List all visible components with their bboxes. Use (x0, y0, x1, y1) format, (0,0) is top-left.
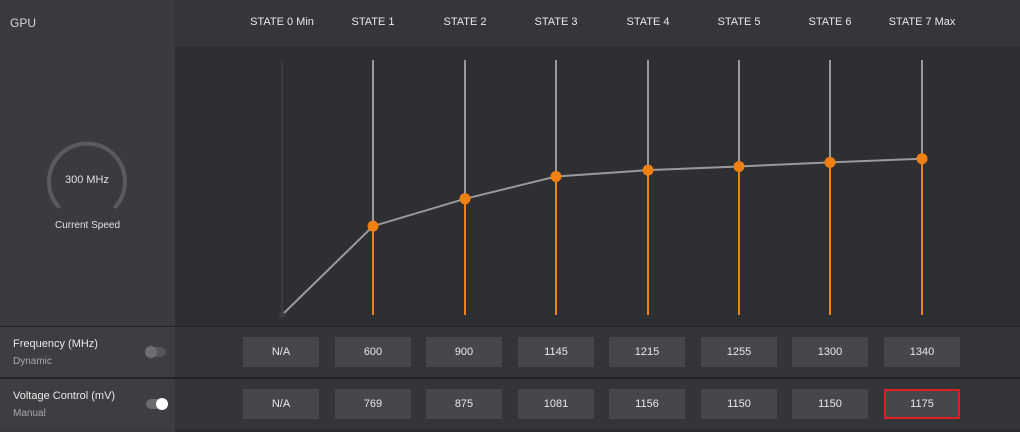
frequency-row: Frequency (MHz) Dynamic N/A 600 900 1145… (0, 327, 1020, 377)
state-5-handle[interactable] (733, 160, 745, 172)
state-2-handle[interactable] (459, 193, 471, 205)
state-7-handle[interactable] (916, 153, 928, 165)
voltage-state-5[interactable]: 1150 (701, 389, 777, 419)
voltage-state-1[interactable]: 769 (335, 389, 411, 419)
frequency-mode-toggle[interactable] (145, 346, 166, 358)
state-3-handle[interactable] (550, 170, 562, 182)
state-4-handle[interactable] (642, 164, 654, 176)
state-header-4: STATE 4 (626, 16, 670, 28)
frequency-row-header: Frequency (MHz) Dynamic (0, 327, 175, 377)
frequency-state-2[interactable]: 900 (426, 337, 502, 367)
voltage-state-2[interactable]: 875 (426, 389, 502, 419)
current-speed-value: 300 MHz (64, 174, 110, 186)
voltage-mode-toggle[interactable] (146, 398, 168, 410)
frequency-mode: Dynamic (13, 356, 52, 367)
state-graph-area (175, 47, 1020, 327)
frequency-state-3[interactable]: 1145 (518, 337, 594, 367)
voltage-state-6[interactable]: 1150 (792, 389, 868, 419)
state-1-handle[interactable] (367, 220, 379, 232)
row-divider (0, 326, 1020, 327)
gpu-label: GPU (10, 16, 37, 30)
frequency-state-4[interactable]: 1215 (609, 337, 685, 367)
gauge-ring (47, 141, 127, 209)
state-header-1: STATE 1 (351, 16, 395, 28)
state-6-handle[interactable] (824, 156, 836, 168)
frequency-state-5[interactable]: 1255 (701, 337, 777, 367)
voltage-state-4[interactable]: 1156 (609, 389, 685, 419)
state-header-3: STATE 3 (534, 16, 578, 28)
frequency-state-1[interactable]: 600 (335, 337, 411, 367)
toggle-knob (145, 346, 157, 358)
row-divider (0, 377, 1020, 379)
state-header-5: STATE 5 (717, 16, 761, 28)
voltage-row-header: Voltage Control (mV) Manual (0, 379, 175, 429)
speed-gauge (47, 141, 127, 209)
frequency-curve (281, 157, 923, 316)
voltage-title: Voltage Control (mV) (13, 390, 116, 402)
voltage-state-7[interactable]: 1175 (884, 389, 960, 419)
toggle-knob (156, 398, 168, 410)
frequency-state-7[interactable]: 1340 (884, 337, 960, 367)
voltage-mode: Manual (13, 408, 46, 419)
voltage-row: Voltage Control (mV) Manual N/A 769 875 … (0, 379, 1020, 429)
state-header-7: STATE 7 Max (888, 16, 956, 28)
state-header-2: STATE 2 (443, 16, 487, 28)
gauge-panel (0, 47, 175, 327)
state-header-bar (175, 0, 1020, 47)
voltage-state-0[interactable]: N/A (243, 389, 319, 419)
voltage-state-3[interactable]: 1081 (518, 389, 594, 419)
state-header-0: STATE 0 Min (250, 16, 314, 28)
frequency-title: Frequency (MHz) (13, 338, 98, 350)
current-speed-label: Current Speed (54, 220, 121, 231)
state-0-point (279, 312, 285, 318)
frequency-state-0[interactable]: N/A (243, 337, 319, 367)
state-header-6: STATE 6 (808, 16, 852, 28)
frequency-state-6[interactable]: 1300 (792, 337, 868, 367)
